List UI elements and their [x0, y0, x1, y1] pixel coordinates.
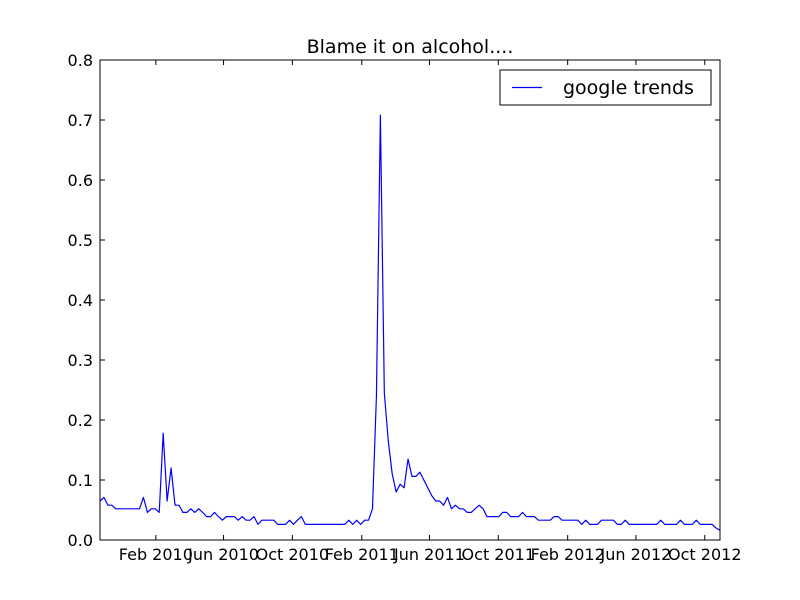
x-tick-label: Oct 2012	[668, 545, 741, 564]
x-tick-label: Oct 2010	[256, 545, 329, 564]
x-tick-label: Feb 2012	[531, 545, 605, 564]
chart-title: Blame it on alcohol....	[307, 36, 514, 58]
y-tick-label: 0.5	[68, 231, 93, 250]
series-line-google-trends	[99, 114, 721, 531]
x-tick-label: Jun 2011	[393, 545, 465, 564]
series-layer	[99, 114, 721, 531]
y-tick-label: 0.0	[68, 531, 93, 550]
legend: google trends	[499, 69, 712, 106]
y-tick-label: 0.3	[68, 351, 93, 370]
x-tick-label: Oct 2011	[462, 545, 535, 564]
y-tick-label: 0.6	[68, 171, 93, 190]
x-tick-label: Jun 2012	[600, 545, 672, 564]
y-tick-label: 0.8	[68, 51, 93, 70]
x-tick-label: Jun 2010	[187, 545, 259, 564]
axes-frame	[99, 59, 721, 541]
y-tick-label: 0.1	[68, 471, 93, 490]
legend-label-google-trends: google trends	[563, 77, 694, 99]
y-tick-label: 0.4	[68, 291, 93, 310]
y-tick-label: 0.2	[68, 411, 93, 430]
x-tick-label: Feb 2011	[325, 545, 399, 564]
x-tick-label: Feb 2010	[119, 545, 193, 564]
y-tick-label: 0.7	[68, 111, 93, 130]
